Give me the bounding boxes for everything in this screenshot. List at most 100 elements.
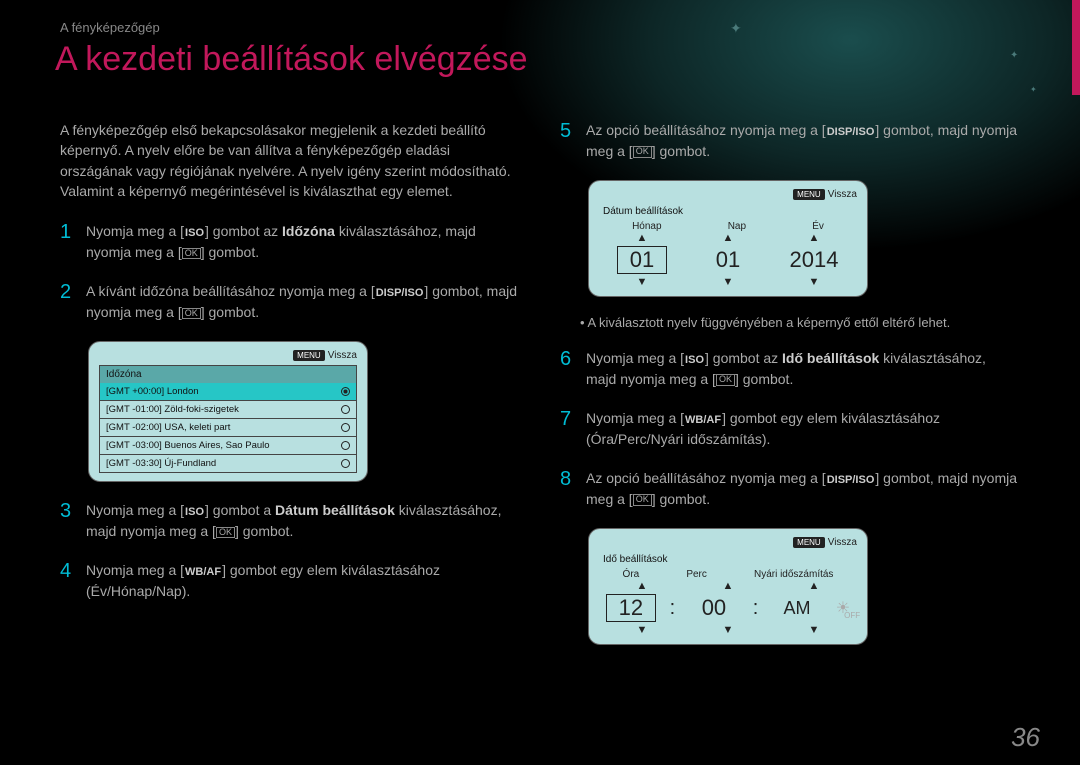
arrow-down-icon[interactable]: ▼ bbox=[723, 624, 734, 636]
step-number: 1 bbox=[60, 221, 74, 263]
note-text: • A kiválasztott nyelv függvényében a ké… bbox=[580, 315, 1020, 330]
disp-iso-icon: DISP/ISO bbox=[826, 124, 876, 141]
arrow-up-icon[interactable]: ▲ bbox=[809, 580, 820, 592]
ok-icon: OK bbox=[216, 527, 235, 539]
dst-sun-icon[interactable]: ☀OFF bbox=[836, 598, 850, 618]
arrow-down-icon[interactable]: ▼ bbox=[637, 276, 648, 288]
breadcrumb: A fényképezőgép bbox=[60, 20, 160, 35]
month-value[interactable]: 01 bbox=[617, 246, 667, 274]
menu-button-icon: MENU bbox=[293, 350, 325, 361]
step-8: 8 Az opció beállításához nyomja meg a [D… bbox=[560, 468, 1020, 510]
ampm-value[interactable]: AM bbox=[772, 598, 822, 619]
page-title: A kezdeti beállítások elvégzése bbox=[55, 40, 528, 79]
down-arrows: ▼ ▼ ▼ bbox=[599, 624, 857, 636]
radio-icon bbox=[341, 405, 350, 414]
timezone-row[interactable]: [GMT -01:00] Zöld-foki-szigetek bbox=[99, 401, 357, 419]
step-text: Nyomja meg a [WB/AF] gombot egy elem kiv… bbox=[586, 408, 1020, 450]
step-text: Nyomja meg a [ISO] gombot az Időzóna kiv… bbox=[86, 221, 520, 263]
arrow-up-icon[interactable]: ▲ bbox=[637, 580, 648, 592]
step-text: Nyomja meg a [ISO] gombot a Dátum beállí… bbox=[86, 500, 520, 542]
hour-value[interactable]: 12 bbox=[606, 594, 656, 622]
arrow-up-icon[interactable]: ▲ bbox=[637, 232, 648, 244]
timezone-header: Időzóna bbox=[99, 365, 357, 383]
radio-icon bbox=[341, 423, 350, 432]
step-6: 6 Nyomja meg a [ISO] gombot az Idő beáll… bbox=[560, 348, 1020, 390]
wb-af-icon: WB/AF bbox=[184, 564, 222, 581]
iso-icon: ISO bbox=[184, 504, 205, 521]
colon: : bbox=[753, 597, 759, 620]
star-icon: ✦ bbox=[1010, 50, 1018, 61]
day-value[interactable]: 01 bbox=[703, 247, 753, 273]
step-number: 4 bbox=[60, 560, 74, 602]
date-values: 01 01 2014 bbox=[599, 246, 857, 274]
page-number: 36 bbox=[1011, 722, 1040, 753]
down-arrows: ▼ ▼ ▼ bbox=[599, 276, 857, 288]
intro-text: A fényképezőgép első bekapcsolásakor meg… bbox=[60, 120, 520, 201]
step-number: 6 bbox=[560, 348, 574, 390]
step-number: 7 bbox=[560, 408, 574, 450]
arrow-down-icon[interactable]: ▼ bbox=[809, 624, 820, 636]
step-1: 1 Nyomja meg a [ISO] gombot az Időzóna k… bbox=[60, 221, 520, 263]
star-icon: ✦ bbox=[1030, 85, 1037, 94]
step-number: 3 bbox=[60, 500, 74, 542]
menu-button-icon: MENU bbox=[793, 537, 825, 548]
date-header: Dátum beállítások bbox=[599, 204, 857, 219]
ok-icon: OK bbox=[633, 146, 652, 158]
content-area: A fényképezőgép első bekapcsolásakor meg… bbox=[60, 120, 1020, 715]
step-number: 5 bbox=[560, 120, 574, 162]
step-5: 5 Az opció beállításához nyomja meg a [D… bbox=[560, 120, 1020, 162]
ok-icon: OK bbox=[633, 494, 652, 506]
step-4: 4 Nyomja meg a [WB/AF] gombot egy elem k… bbox=[60, 560, 520, 602]
radio-icon bbox=[341, 459, 350, 468]
step-text: Az opció beállításához nyomja meg a [DIS… bbox=[586, 120, 1020, 162]
date-column-labels: Hónap Nap Év bbox=[599, 221, 857, 232]
step-7: 7 Nyomja meg a [WB/AF] gombot egy elem k… bbox=[560, 408, 1020, 450]
star-icon: ✦ bbox=[730, 20, 742, 37]
up-arrows: ▲ ▲ ▲ bbox=[599, 580, 857, 592]
back-label: MENUVissza bbox=[599, 537, 857, 548]
timezone-row[interactable]: [GMT -02:00] USA, keleti part bbox=[99, 419, 357, 437]
disp-iso-icon: DISP/ISO bbox=[375, 285, 425, 302]
up-arrows: ▲ ▲ ▲ bbox=[599, 232, 857, 244]
timezone-row[interactable]: [GMT -03:30] Új-Fundland bbox=[99, 455, 357, 473]
step-text: Nyomja meg a [ISO] gombot az Idő beállít… bbox=[586, 348, 1020, 390]
step-number: 2 bbox=[60, 281, 74, 323]
back-label: MENUVissza bbox=[599, 189, 857, 200]
timezone-screen: MENUVissza Időzóna [GMT +00:00] London [… bbox=[88, 341, 368, 482]
disp-iso-icon: DISP/ISO bbox=[826, 472, 876, 489]
time-values: 12 : 00 : AM ☀OFF bbox=[599, 594, 857, 622]
time-column-labels: Óra Perc Nyári időszámítás bbox=[599, 569, 857, 580]
timezone-row[interactable]: [GMT -03:00] Buenos Aires, Sao Paulo bbox=[99, 437, 357, 455]
step-2: 2 A kívánt időzóna beállításához nyomja … bbox=[60, 281, 520, 323]
step-text: Nyomja meg a [WB/AF] gombot egy elem kiv… bbox=[86, 560, 520, 602]
ok-icon: OK bbox=[716, 374, 735, 386]
wb-af-icon: WB/AF bbox=[684, 412, 722, 429]
iso-icon: ISO bbox=[684, 352, 705, 369]
iso-icon: ISO bbox=[184, 225, 205, 242]
arrow-up-icon[interactable]: ▲ bbox=[809, 232, 820, 244]
step-text: Az opció beállításához nyomja meg a [DIS… bbox=[586, 468, 1020, 510]
step-text: A kívánt időzóna beállításához nyomja me… bbox=[86, 281, 520, 323]
time-header: Idő beállítások bbox=[599, 552, 857, 567]
dst-off-label: OFF bbox=[844, 611, 860, 620]
date-screen: MENUVissza Dátum beállítások Hónap Nap É… bbox=[588, 180, 868, 297]
minute-value[interactable]: 00 bbox=[689, 595, 739, 621]
step-3: 3 Nyomja meg a [ISO] gombot a Dátum beál… bbox=[60, 500, 520, 542]
radio-icon bbox=[341, 441, 350, 450]
ok-icon: OK bbox=[182, 308, 201, 320]
year-value[interactable]: 2014 bbox=[789, 247, 839, 273]
ok-icon: OK bbox=[182, 248, 201, 260]
radio-icon bbox=[341, 387, 350, 396]
timezone-row[interactable]: [GMT +00:00] London bbox=[99, 383, 357, 401]
time-screen: MENUVissza Idő beállítások Óra Perc Nyár… bbox=[588, 528, 868, 645]
left-column: A fényképezőgép első bekapcsolásakor meg… bbox=[60, 120, 520, 715]
arrow-down-icon[interactable]: ▼ bbox=[637, 624, 648, 636]
step-number: 8 bbox=[560, 468, 574, 510]
arrow-down-icon[interactable]: ▼ bbox=[809, 276, 820, 288]
arrow-down-icon[interactable]: ▼ bbox=[723, 276, 734, 288]
accent-bar bbox=[1072, 0, 1080, 95]
arrow-up-icon[interactable]: ▲ bbox=[723, 232, 734, 244]
arrow-up-icon[interactable]: ▲ bbox=[723, 580, 734, 592]
colon: : bbox=[670, 597, 676, 620]
menu-button-icon: MENU bbox=[793, 189, 825, 200]
